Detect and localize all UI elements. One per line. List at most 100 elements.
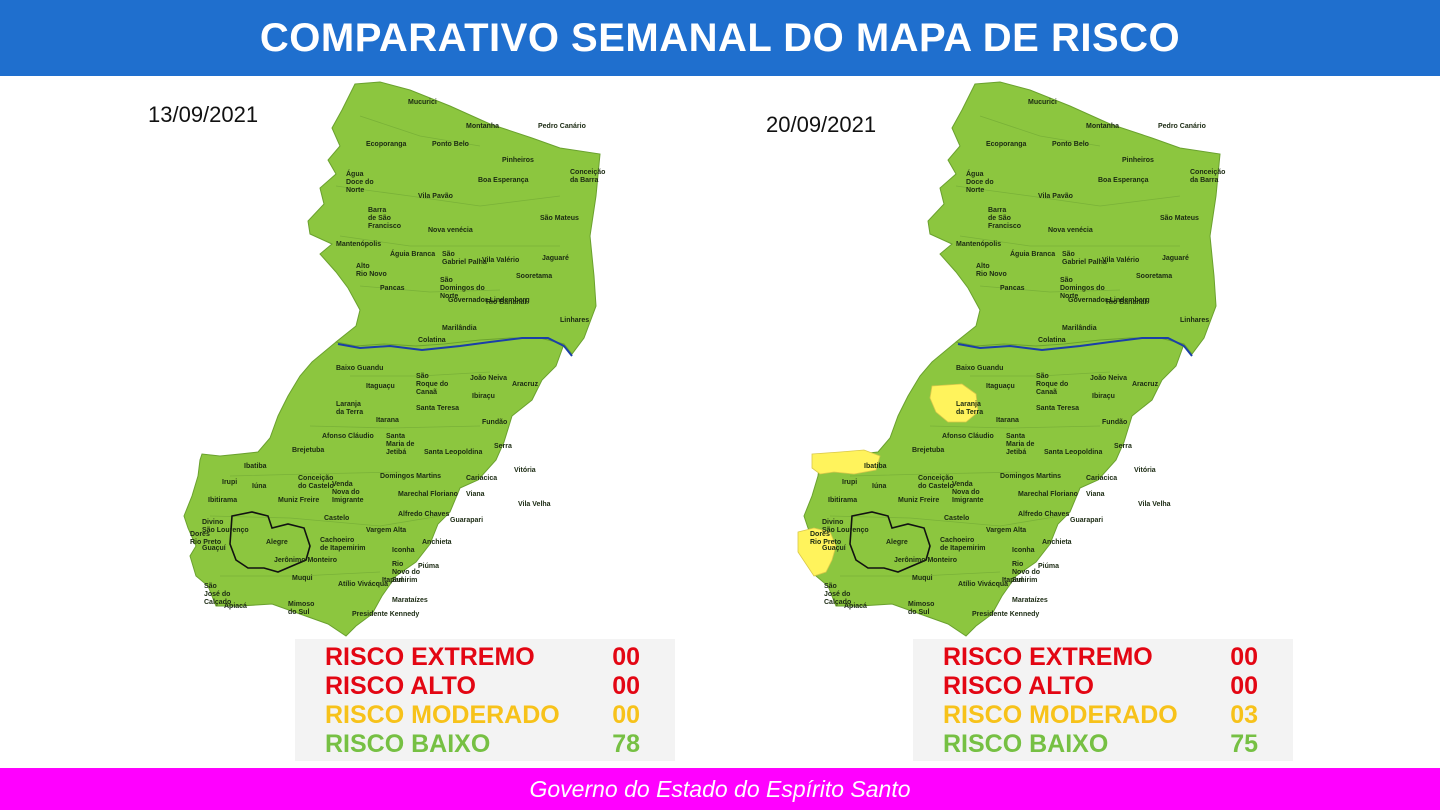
municipality-label: Vila Pavão [418, 193, 453, 200]
legend-value-extreme: 00 [612, 643, 640, 671]
municipality-label: Vargem Alta [986, 527, 1026, 534]
municipality-label: São Domingos do Norte [440, 277, 485, 300]
municipal-boundary [979, 285, 1121, 293]
municipality-label: Mimoso do Sul [908, 601, 934, 616]
municipality-label: Ecoporanga [366, 141, 407, 148]
municipality-label: Divino São Lourenço [822, 519, 869, 534]
municipality-label: São Roque do Canaã [416, 373, 448, 396]
municipality-label: Ponto Belo [432, 141, 469, 148]
panel-week-2: 20/09/2021 Mucurici Montanha Pedro Canário… [720, 76, 1440, 766]
municipal-boundary [929, 425, 1101, 429]
municipality-label: Atílio Vivácqua [338, 581, 388, 588]
municipality-label: Cariacica [1086, 475, 1117, 482]
municipal-boundary [309, 425, 481, 429]
municipality-label: São José do Calçado [204, 583, 231, 606]
municipality-label: Piúma [1038, 563, 1059, 570]
municipality-label: São Roque do Canaã [1036, 373, 1068, 396]
state-shape [183, 81, 601, 637]
legend-label-low: RISCO BAIXO [325, 730, 491, 758]
municipality-label: Alfredo Chaves [1018, 511, 1069, 518]
legend-row-moderate: RISCO MODERADO 03 [913, 701, 1293, 730]
municipality-label: Apiacá [844, 603, 867, 610]
municipality-label: Alfredo Chaves [398, 511, 449, 518]
municipality-label: Nova venécia [1048, 227, 1093, 234]
municipality-label: Sooretama [1136, 273, 1172, 280]
municipality-label: Sooretama [516, 273, 552, 280]
municipality-label: Domingos Martins [1000, 473, 1061, 480]
municipality-label: Guarapari [450, 517, 483, 524]
municipal-boundary [229, 471, 401, 477]
municipality-label: Itarana [996, 417, 1019, 424]
municipality-label: Santa Maria de Jetibá [386, 433, 415, 456]
municipality-label: Montanha [466, 123, 499, 130]
legend-value-extreme: 00 [1230, 643, 1258, 671]
municipality-label: Dores Rio Preto [190, 531, 221, 546]
municipality-label: São Gabriel Palha [1062, 251, 1107, 266]
region-outline [849, 511, 931, 573]
municipality-label: Irupi [222, 479, 237, 486]
moderate-region [811, 449, 881, 475]
municipality-label: Brejetuba [912, 447, 944, 454]
municipality-label: Nova venécia [428, 227, 473, 234]
municipality-label: Venda Nova do Imigrante [332, 481, 364, 504]
municipality-label: Atílio Vivácqua [958, 581, 1008, 588]
municipality-label: Rio Novo do Sul [392, 561, 420, 584]
municipality-label: Montanha [1086, 123, 1119, 130]
legend-row-extreme: RISCO EXTREMO 00 [295, 643, 675, 672]
municipality-label: Muqui [912, 575, 933, 582]
municipal-boundary [350, 371, 491, 377]
municipality-label: Guarapari [1070, 517, 1103, 524]
municipality-label: Vargem Alta [366, 527, 406, 534]
moderate-region [797, 527, 837, 577]
municipality-label: Serra [494, 443, 512, 450]
municipality-label: Conceição da Barra [570, 169, 605, 184]
municipality-label: João Neiva [470, 375, 507, 382]
municipality-label: Aracruz [512, 381, 539, 388]
municipality-label: Governador Lindemberg [448, 297, 530, 304]
municipality-label: Água Doce do Norte [966, 169, 994, 194]
municipality-label: Serra [1114, 443, 1132, 450]
date-label: 20/09/2021 [766, 112, 877, 137]
municipal-boundary [829, 515, 1061, 527]
municipality-label: Ponto Belo [1052, 141, 1089, 148]
municipality-label: Baixo Guandu [336, 365, 383, 372]
footer-bar: Governo do Estado do Espírito Santo [0, 768, 1440, 810]
municipality-label: Baixo Guandu [956, 365, 1003, 372]
municipality-label: Ibatiba [864, 463, 887, 470]
municipality-label: Ibiraçu [472, 393, 495, 400]
municipality-label: Conceição do Castelo [918, 475, 954, 490]
municipality-label: Marataízes [1012, 597, 1048, 604]
municipality-label: Jaguaré [1162, 255, 1189, 262]
municipality-label: Castelo [944, 515, 969, 522]
municipality-label: Ibitirama [208, 497, 237, 504]
municipality-label: Linhares [1180, 317, 1209, 324]
municipality-label: Dores Rio Preto [810, 531, 841, 546]
title-bar: COMPARATIVO SEMANAL DO MAPA DE RISCO [0, 0, 1440, 76]
municipality-label: Rio Bananal [486, 299, 527, 306]
municipality-label: Jaguaré [542, 255, 569, 262]
legend-value-low: 78 [612, 730, 640, 758]
risk-legend: RISCO EXTREMO 00 RISCO ALTO 00 RISCO MOD… [913, 639, 1293, 761]
legend-value-moderate: 00 [612, 701, 640, 729]
legend-row-high: RISCO ALTO 00 [913, 672, 1293, 701]
municipality-label: Marataízes [392, 597, 428, 604]
municipality-label: Conceição do Castelo [298, 475, 334, 490]
municipality-label: Marilândia [442, 325, 477, 332]
moderate-region [929, 383, 979, 423]
municipality-label: Fundão [1102, 419, 1127, 426]
municipality-label: Marechal Floriano [1018, 491, 1078, 498]
municipality-label: São Gabriel Palha [442, 251, 487, 266]
municipal-boundary [220, 571, 381, 577]
municipality-label: Santa Teresa [416, 405, 459, 412]
municipal-boundary [359, 285, 501, 293]
municipality-label: Barra de São Francisco [368, 207, 401, 230]
legend-row-high: RISCO ALTO 00 [295, 672, 675, 701]
municipality-label: Itapemirim [1002, 577, 1037, 584]
municipality-label: Linhares [560, 317, 589, 324]
municipality-label: Pancas [380, 285, 405, 292]
municipality-labels: Mucurici Montanha Pedro Canário Ecoporanga P… [190, 99, 605, 618]
risk-legend: RISCO EXTREMO 00 RISCO ALTO 00 RISCO MOD… [295, 639, 675, 761]
municipality-label: Presidente Kennedy [352, 611, 419, 618]
municipality-label: Afonso Cláudio [322, 433, 374, 440]
legend-row-extreme: RISCO EXTREMO 00 [913, 643, 1293, 672]
